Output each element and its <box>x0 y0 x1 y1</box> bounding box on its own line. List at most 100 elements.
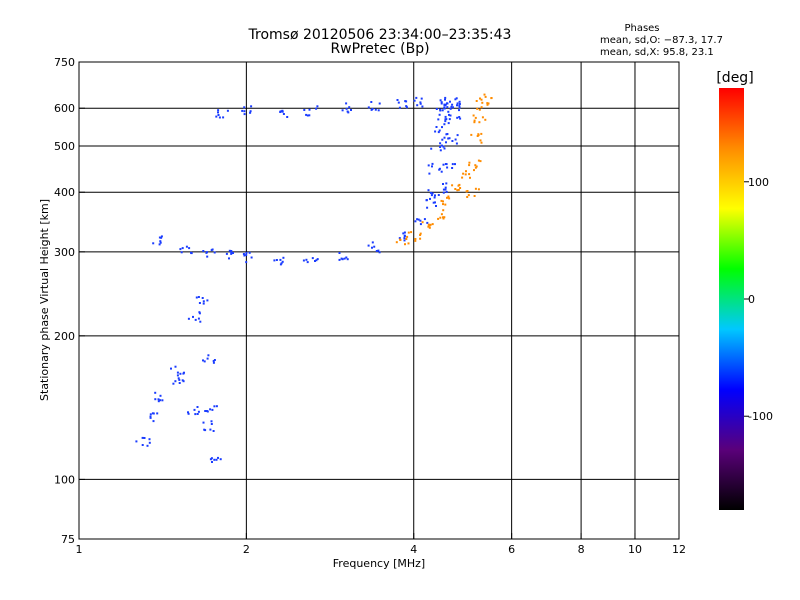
data-point <box>483 93 486 96</box>
data-point <box>311 257 314 260</box>
data-point <box>454 138 457 141</box>
data-point <box>279 111 282 113</box>
data-point <box>437 194 440 196</box>
data-point <box>438 168 441 171</box>
data-point <box>196 413 199 415</box>
data-point <box>206 255 209 258</box>
data-point <box>305 258 308 261</box>
data-point <box>148 441 151 444</box>
data-point <box>181 379 184 382</box>
data-point <box>473 195 476 197</box>
data-point <box>154 398 157 401</box>
data-point <box>464 173 467 176</box>
data-point <box>457 188 460 191</box>
data-point <box>199 320 202 323</box>
data-point <box>193 408 196 411</box>
data-point <box>447 195 450 198</box>
data-point <box>479 97 481 100</box>
data-point <box>437 217 440 220</box>
data-point <box>280 262 283 265</box>
data-point <box>141 444 144 446</box>
data-point <box>442 209 445 212</box>
data-point <box>308 114 311 117</box>
data-point <box>413 99 416 102</box>
data-point <box>213 405 216 408</box>
plot-frame <box>78 61 680 540</box>
x-tick-label: 8 <box>578 543 585 556</box>
data-point <box>178 382 181 384</box>
data-point <box>439 99 442 102</box>
data-point <box>345 107 348 110</box>
data-point <box>305 113 308 116</box>
data-point <box>451 103 454 106</box>
data-point <box>149 415 152 418</box>
data-point <box>160 235 163 238</box>
data-point <box>273 259 276 262</box>
data-point <box>452 106 454 109</box>
data-point <box>456 104 458 107</box>
data-point <box>443 107 446 110</box>
data-point <box>209 408 212 411</box>
data-point <box>427 189 430 192</box>
data-point <box>427 225 430 228</box>
data-point <box>447 110 450 113</box>
colorbar-tick-label: 100 <box>748 176 769 189</box>
data-point <box>177 377 180 380</box>
data-point <box>338 258 341 261</box>
data-point <box>245 253 248 256</box>
data-point <box>455 142 458 145</box>
data-point <box>374 108 377 111</box>
y-axis: 75 100 200 300 400 500 600 750 <box>54 56 85 546</box>
data-point <box>403 231 406 234</box>
data-point <box>448 137 451 140</box>
data-point <box>198 312 201 315</box>
data-point <box>143 437 146 439</box>
data-point <box>315 259 318 262</box>
data-point <box>451 163 454 166</box>
data-point <box>461 176 464 179</box>
data-point <box>228 257 230 260</box>
data-point <box>378 251 381 254</box>
data-point <box>474 187 477 190</box>
data-point <box>428 226 431 229</box>
data-point <box>210 420 213 423</box>
data-point <box>467 194 470 197</box>
phases-o-line: mean, sd,O: −87.3, 17.7 <box>600 35 723 46</box>
data-point <box>225 252 228 255</box>
data-point <box>306 261 309 264</box>
data-point <box>174 380 177 383</box>
data-point <box>160 236 163 239</box>
data-point <box>202 302 205 305</box>
data-point <box>403 237 406 240</box>
data-point <box>406 235 409 238</box>
data-point <box>430 194 433 197</box>
data-point <box>440 213 443 216</box>
data-point <box>440 144 443 147</box>
data-point <box>156 412 159 415</box>
data-point <box>437 131 440 134</box>
data-point <box>202 421 205 424</box>
data-point <box>346 258 349 261</box>
data-point <box>148 438 151 441</box>
data-point <box>458 109 460 112</box>
data-point <box>202 359 204 362</box>
data-point <box>367 244 370 247</box>
data-point <box>462 172 465 175</box>
data-point <box>441 138 444 141</box>
data-point <box>211 461 213 463</box>
data-point <box>188 247 191 250</box>
data-point <box>486 102 489 105</box>
data-point <box>444 120 447 123</box>
data-point <box>209 428 212 431</box>
data-point <box>419 234 422 236</box>
data-point <box>303 109 306 111</box>
data-point <box>469 176 471 179</box>
data-point <box>396 99 399 101</box>
phases-x-line: mean, sd,X: 95.8, 23.1 <box>600 47 714 58</box>
data-point <box>439 109 442 112</box>
data-point <box>444 103 447 106</box>
data-point <box>152 412 155 415</box>
data-point <box>458 116 461 118</box>
data-point <box>468 173 471 176</box>
colorbar-tick-label: 0 <box>748 293 755 306</box>
